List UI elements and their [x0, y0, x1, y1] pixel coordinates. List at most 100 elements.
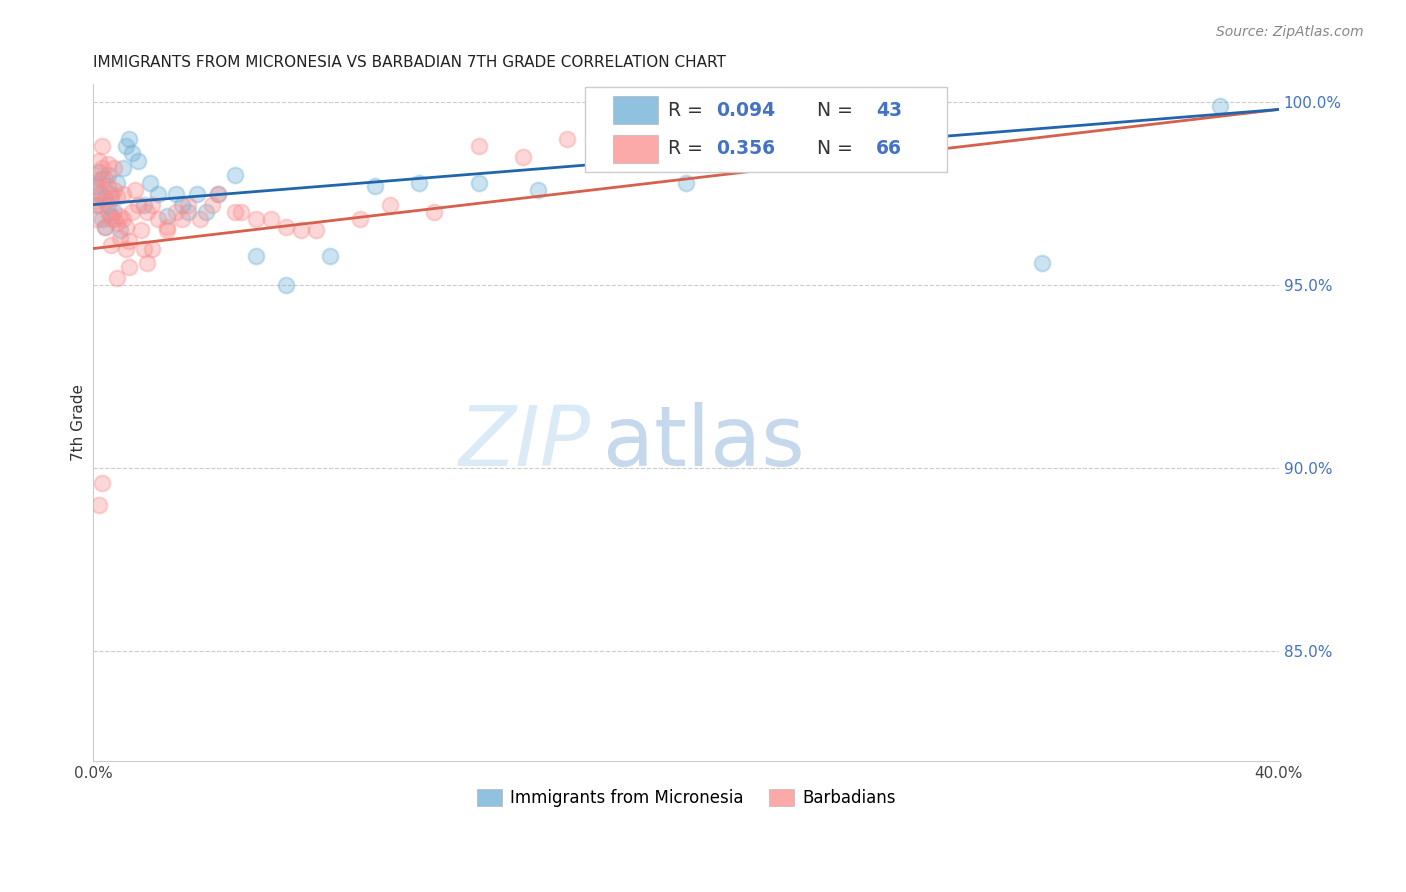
Point: [527, 183, 550, 197]
Point: [97, 169, 120, 183]
Point: [97, 157, 120, 171]
Point: [103, 205, 125, 219]
Point: [207, 186, 229, 201]
Point: [84, 194, 107, 208]
Point: [114, 139, 136, 153]
Point: [121, 205, 143, 219]
Point: [114, 219, 136, 234]
Point: [111, 212, 134, 227]
Point: [87, 172, 110, 186]
Point: [100, 209, 122, 223]
Point: [91, 475, 114, 490]
Point: [108, 209, 131, 223]
Point: [100, 212, 122, 227]
Point: [105, 176, 128, 190]
Point: [188, 212, 211, 227]
Text: R =: R =: [668, 139, 709, 159]
Point: [114, 242, 136, 256]
Point: [165, 205, 187, 219]
Point: [165, 186, 187, 201]
Point: [304, 223, 326, 237]
Point: [600, 139, 623, 153]
Point: [87, 186, 110, 201]
Point: [135, 205, 157, 219]
FancyBboxPatch shape: [613, 135, 658, 163]
Point: [100, 190, 122, 204]
Point: [97, 205, 120, 219]
Text: 66: 66: [876, 139, 901, 159]
Point: [132, 242, 155, 256]
Point: [105, 216, 128, 230]
Point: [84, 212, 107, 227]
Text: 43: 43: [876, 101, 901, 120]
Point: [91, 186, 114, 201]
Y-axis label: 7th Grade: 7th Grade: [72, 384, 86, 461]
Text: 0.356: 0.356: [716, 139, 775, 159]
Point: [231, 205, 253, 219]
Point: [91, 139, 114, 153]
Point: [245, 249, 267, 263]
Point: [467, 139, 489, 153]
Point: [84, 197, 107, 211]
Point: [364, 179, 387, 194]
Point: [129, 223, 152, 237]
Point: [87, 164, 110, 178]
Point: [103, 161, 125, 175]
Point: [94, 219, 117, 234]
Point: [207, 186, 229, 201]
Legend: Immigrants from Micronesia, Barbadians: Immigrants from Micronesia, Barbadians: [470, 782, 903, 814]
Point: [148, 186, 170, 201]
Point: [84, 179, 107, 194]
Point: [91, 161, 114, 175]
Point: [87, 498, 110, 512]
Point: [378, 197, 401, 211]
Point: [201, 197, 224, 211]
Point: [224, 169, 246, 183]
Point: [103, 183, 125, 197]
Point: [245, 212, 267, 227]
Point: [423, 205, 446, 219]
Point: [105, 190, 128, 204]
Point: [349, 212, 371, 227]
Point: [97, 197, 120, 211]
Point: [675, 176, 697, 190]
Point: [260, 212, 283, 227]
Point: [118, 260, 141, 274]
Point: [177, 205, 200, 219]
Point: [87, 153, 110, 168]
Text: R =: R =: [668, 101, 709, 120]
Point: [91, 212, 114, 227]
Point: [108, 230, 131, 244]
Point: [224, 205, 246, 219]
Point: [1031, 256, 1053, 270]
Point: [141, 242, 163, 256]
Point: [97, 179, 120, 194]
Point: [111, 161, 134, 175]
Point: [141, 197, 163, 211]
Point: [148, 212, 170, 227]
FancyBboxPatch shape: [585, 87, 946, 172]
Point: [408, 176, 430, 190]
Point: [274, 278, 297, 293]
Point: [84, 176, 107, 190]
Point: [823, 153, 845, 168]
Text: ZIP: ZIP: [460, 402, 591, 483]
Point: [172, 197, 194, 211]
Text: 0.094: 0.094: [716, 101, 775, 120]
Point: [124, 183, 146, 197]
Text: N =: N =: [804, 139, 859, 159]
Point: [1208, 99, 1230, 113]
Point: [194, 205, 217, 219]
Point: [177, 197, 200, 211]
Point: [108, 223, 131, 237]
Point: [138, 176, 160, 190]
Text: IMMIGRANTS FROM MICRONESIA VS BARBADIAN 7TH GRADE CORRELATION CHART: IMMIGRANTS FROM MICRONESIA VS BARBADIAN …: [93, 55, 725, 70]
Point: [100, 186, 122, 201]
Point: [186, 186, 208, 201]
Point: [87, 197, 110, 211]
Text: N =: N =: [804, 101, 859, 120]
FancyBboxPatch shape: [613, 95, 658, 124]
Point: [132, 197, 155, 211]
Point: [156, 219, 179, 234]
Point: [100, 238, 122, 252]
